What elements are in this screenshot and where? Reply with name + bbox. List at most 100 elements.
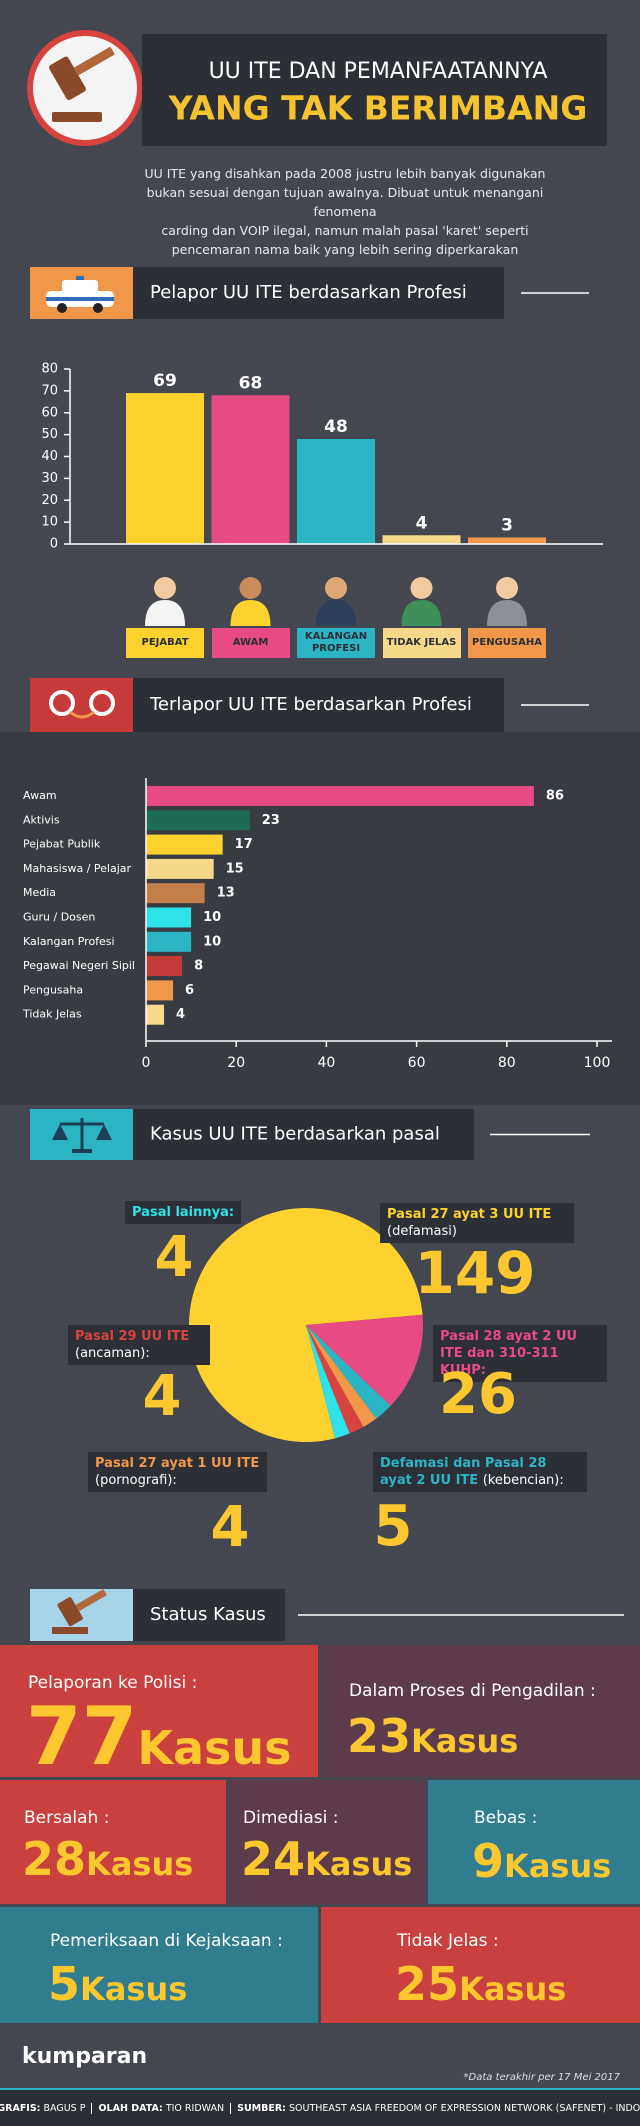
credit: INFOGRAFIS: BAGUS P — [0, 2103, 91, 2114]
status-value: 25Kasus — [395, 1961, 566, 2018]
value-label: 10 — [203, 910, 221, 925]
status-tile: Dalam Proses di Pengadilan : 23Kasus — [321, 1645, 640, 1777]
section-title-box — [133, 1109, 474, 1160]
pie-label-name: Pasal 27 ayat 3 UU ITE — [387, 1207, 552, 1222]
status-tile: Pelaporan ke Polisi :77Kasus — [0, 1645, 318, 1777]
status-number: 25 — [395, 1957, 460, 2011]
bar — [126, 393, 204, 544]
person-head — [410, 577, 433, 599]
pie-label-note: (ancaman): — [75, 1346, 150, 1361]
y-tick-label: Kalangan Profesi — [23, 935, 115, 948]
pie-label: Pasal lainnya: — [125, 1201, 242, 1224]
status-value: 77Kasus — [26, 1697, 292, 1799]
pie-value: 5 — [373, 1494, 413, 1559]
status-label: Dalam Proses di Pengadilan : — [349, 1681, 596, 1701]
y-tick-label: 80 — [41, 362, 58, 377]
pie-label-name: Pasal 28 ayat 2 UU ITE dan 310-311 KUHP: — [440, 1329, 578, 1378]
status-value: 24Kasus — [241, 1836, 412, 1893]
footnote: *Data terakhir per 17 Mei 2017 — [463, 2072, 620, 2083]
y-tick-label: Pengusaha — [23, 983, 83, 996]
status-value: 23Kasus — [347, 1713, 518, 1770]
person-body — [316, 600, 356, 626]
status-unit: Kasus — [411, 1722, 519, 1760]
y-tick-label: Awam — [23, 789, 57, 802]
value-label: 17 — [235, 837, 253, 852]
bar — [146, 883, 205, 904]
status-number: 5 — [48, 1957, 81, 2011]
value-label: 4 — [416, 513, 428, 533]
intro-line: carding dan VOIP ilegal, namun malah pas… — [161, 223, 529, 238]
status-value: 5Kasus — [48, 1961, 187, 2018]
bar — [146, 834, 223, 855]
person-head — [154, 577, 176, 599]
intro-line: bukan sesuai dengan tujuan awalnya. Dibu… — [146, 185, 544, 219]
person-body — [401, 600, 442, 626]
intro-line: pencemaran nama baik yang lebih sering d… — [171, 242, 519, 257]
x-tick-label: 40 — [317, 1055, 335, 1071]
person-head — [496, 577, 518, 599]
value-label: 10 — [203, 934, 221, 949]
y-tick-label: Pegawai Negeri Sipil — [23, 959, 135, 972]
bar — [146, 858, 214, 879]
status-number: 28 — [22, 1832, 87, 1886]
pie-label: Pasal 27 ayat 1 UU ITE (pornografi): — [88, 1452, 267, 1492]
y-tick-label: 30 — [41, 471, 58, 486]
value-label: 6 — [185, 983, 194, 998]
value-label: 8 — [194, 959, 203, 974]
y-tick-label: Mahasiswa / Pelajar — [23, 862, 132, 875]
bar — [297, 439, 375, 544]
status-number: 9 — [472, 1834, 505, 1888]
bar — [146, 810, 250, 831]
pie-label-name: Defamasi dan Pasal 28 ayat 2 UU ITE — [380, 1456, 547, 1488]
credit-key: OLAH DATA: — [98, 2102, 163, 2114]
value-label: 13 — [217, 886, 235, 901]
bar — [146, 956, 183, 977]
pie-slice — [306, 1325, 377, 1427]
status-label: Dimediasi : — [243, 1808, 339, 1828]
credit-value: BAGUS P — [43, 2102, 86, 2114]
status-tile: Pemeriksaan di Kejaksaan : 5Kasus — [0, 1907, 318, 2023]
status-tile: Bebas : 9Kasus — [428, 1780, 640, 1904]
status-unit: Kasus — [504, 1847, 612, 1885]
section-title-box — [133, 1589, 285, 1641]
bar — [146, 980, 174, 1001]
title-box — [142, 34, 607, 146]
category-label: PENGUSAHA — [468, 628, 546, 658]
y-tick-label: Aktivis — [23, 813, 60, 826]
pie-label: Pasal 27 ayat 3 UU ITE (defamasi) — [380, 1203, 574, 1243]
pie-value: 26 — [439, 1362, 517, 1427]
status-label: Tidak Jelas : — [397, 1931, 499, 1951]
pie-slice — [189, 1208, 423, 1443]
section-title: Pelapor UU ITE berdasarkan Profesi — [150, 282, 467, 303]
status-tile: Bersalah : 28Kasus — [0, 1780, 226, 1904]
person-head — [325, 577, 347, 599]
status-unit: Kasus — [305, 1845, 413, 1883]
credit: SUMBER: SOUTHEAST ASIA FREEDOM OF EXPRES… — [230, 2102, 640, 2114]
pie-label-note: (defamasi) — [387, 1224, 457, 1239]
person-body — [230, 600, 271, 626]
pie-label-name: Pasal 29 UU ITE — [75, 1329, 190, 1344]
intro-text: UU ITE yang disahkan pada 2008 justru le… — [140, 164, 550, 259]
x-tick-label: 60 — [408, 1055, 426, 1071]
bar — [382, 535, 461, 544]
y-tick-label: 60 — [41, 405, 58, 420]
pie-slice — [306, 1325, 391, 1419]
status-label: Pemeriksaan di Kejaksaan : — [50, 1931, 283, 1951]
status-number: 77 — [26, 1690, 138, 1783]
pie-value: 4 — [210, 1495, 250, 1560]
value-label: 15 — [226, 861, 244, 876]
status-tile: Dimediasi : 24Kasus — [229, 1780, 425, 1904]
value-label: 3 — [501, 515, 513, 535]
pie-label: Defamasi dan Pasal 28 ayat 2 UU ITE (keb… — [373, 1452, 587, 1492]
pie-label-note: (kebencian): — [482, 1473, 564, 1488]
section-title: Kasus UU ITE berdasarkan pasal — [150, 1124, 440, 1145]
status-number: 23 — [347, 1709, 412, 1763]
y-tick-label: 0 — [50, 537, 58, 552]
title: YANG TAK BERIMBANG — [168, 89, 588, 128]
bar — [146, 931, 192, 952]
y-tick-label: Pejabat Publik — [23, 838, 101, 851]
x-tick-label: 80 — [498, 1055, 516, 1071]
y-tick-label: 20 — [41, 493, 58, 508]
pie-label: Pasal 28 ayat 2 UU ITE dan 310-311 KUHP: — [433, 1325, 607, 1382]
